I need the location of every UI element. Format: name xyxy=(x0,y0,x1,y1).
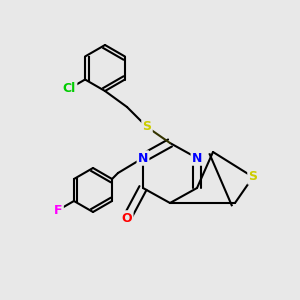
Text: F: F xyxy=(54,203,63,217)
Text: O: O xyxy=(122,212,132,224)
Text: S: S xyxy=(142,121,152,134)
Text: N: N xyxy=(192,152,202,164)
Text: Cl: Cl xyxy=(63,82,76,95)
Text: N: N xyxy=(138,152,148,164)
Text: S: S xyxy=(248,170,257,184)
